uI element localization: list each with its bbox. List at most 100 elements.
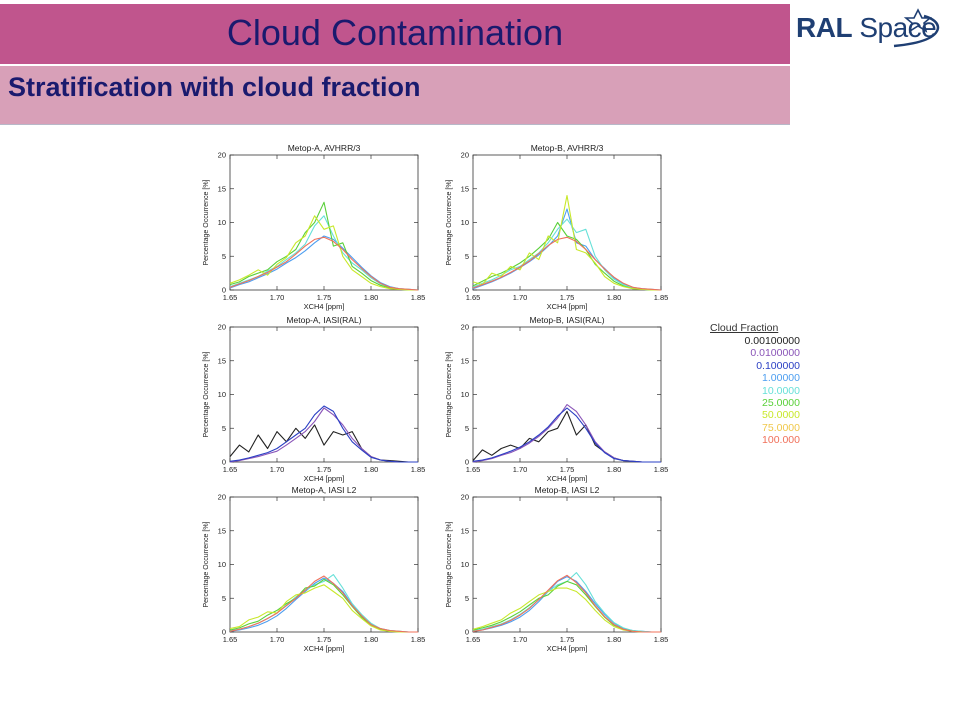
y-tick-label: 15 bbox=[461, 526, 469, 535]
x-tick-label: 1.70 bbox=[270, 635, 285, 644]
y-tick-label: 5 bbox=[465, 594, 469, 603]
chart-panel: Metop-B, IASI L2 1.65 1.70 1.75 1.80 1.85 0 5 10… bbox=[446, 485, 668, 653]
logo-name-bold: RAL bbox=[796, 12, 853, 43]
x-tick-label: 1.85 bbox=[411, 293, 426, 302]
y-tick-label: 20 bbox=[218, 493, 226, 502]
plot-frame bbox=[229, 326, 419, 463]
plot-frame bbox=[472, 326, 662, 463]
x-tick-label: 1.75 bbox=[317, 293, 332, 302]
y-tick-label: 0 bbox=[465, 458, 469, 467]
chart-panel: Metop-A, IASI(RAL) 1.65 1.70 1.75 1.80 1.85 0 5… bbox=[203, 315, 425, 483]
series-line bbox=[472, 194, 661, 291]
y-tick-label: 5 bbox=[465, 424, 469, 433]
y-axis-label: Percentage Occurrence [%] bbox=[446, 179, 453, 265]
chart-panel: Metop-A, IASI L2 1.65 1.70 1.75 1.80 1.85 0 5 10… bbox=[203, 485, 425, 653]
x-tick-label: 1.75 bbox=[560, 635, 575, 644]
legend: Cloud Fraction 0.00100000 0.0100000 0.1000… bbox=[710, 322, 800, 447]
x-tick-label: 1.65 bbox=[466, 293, 481, 302]
y-tick-label: 10 bbox=[461, 218, 469, 227]
x-tick-label: 1.80 bbox=[364, 465, 379, 474]
y-tick-label: 10 bbox=[461, 560, 469, 569]
y-axis-label: Percentage Occurrence [%] bbox=[446, 351, 453, 437]
y-tick-label: 10 bbox=[218, 218, 226, 227]
chart-panel: Metop-B, AVHRR/3 1.65 1.70 1.75 1.80 1.85 0 5 10… bbox=[446, 143, 668, 311]
x-tick-label: 1.65 bbox=[466, 465, 481, 474]
series-line bbox=[229, 584, 418, 633]
satellite-swoosh-icon bbox=[893, 8, 940, 48]
y-tick-label: 5 bbox=[222, 424, 226, 433]
legend-entry: 100.000 bbox=[762, 434, 800, 447]
x-axis-label: XCH4 [ppm] bbox=[547, 474, 588, 483]
slide-subtitle: Stratification with cloud fraction bbox=[8, 72, 421, 102]
legend-entry: 0.0100000 bbox=[750, 347, 800, 360]
x-tick-label: 1.80 bbox=[607, 635, 622, 644]
y-tick-label: 20 bbox=[461, 151, 469, 160]
x-tick-label: 1.75 bbox=[317, 465, 332, 474]
y-tick-label: 15 bbox=[218, 356, 226, 365]
y-tick-label: 5 bbox=[222, 252, 226, 261]
x-tick-label: 1.70 bbox=[513, 293, 528, 302]
y-tick-label: 0 bbox=[222, 286, 226, 295]
y-axis-label: Percentage Occurrence [%] bbox=[203, 521, 210, 607]
chart-title: Metop-B, AVHRR/3 bbox=[531, 143, 604, 153]
legend-entry: 50.0000 bbox=[762, 409, 800, 422]
chart-title: Metop-A, AVHRR/3 bbox=[288, 143, 361, 153]
x-tick-label: 1.70 bbox=[270, 465, 285, 474]
cloud-fraction-figure: Metop-A, AVHRR/3 1.65 1.70 1.75 1.80 1.85 0 5 10… bbox=[203, 143, 668, 653]
series-line bbox=[472, 236, 662, 291]
plot-frame bbox=[229, 154, 419, 291]
x-tick-label: 1.85 bbox=[654, 465, 669, 474]
series-line bbox=[229, 236, 419, 291]
x-axis-label: XCH4 [ppm] bbox=[547, 644, 588, 653]
legend-entry: 0.100000 bbox=[756, 359, 800, 372]
x-axis-label: XCH4 [ppm] bbox=[304, 644, 345, 653]
y-axis-label: Percentage Occurrence [%] bbox=[203, 179, 210, 265]
x-tick-label: 1.85 bbox=[654, 635, 669, 644]
x-tick-label: 1.75 bbox=[560, 465, 575, 474]
subtitle-bar bbox=[0, 66, 790, 125]
chart-title: Metop-B, IASI(RAL) bbox=[529, 315, 604, 325]
x-tick-label: 1.85 bbox=[654, 293, 669, 302]
plot-frame bbox=[229, 496, 419, 633]
y-tick-label: 15 bbox=[461, 356, 469, 365]
y-axis-label: Percentage Occurrence [%] bbox=[446, 521, 453, 607]
ral-space-logo: RAL Space bbox=[796, 6, 946, 50]
x-tick-label: 1.70 bbox=[513, 465, 528, 474]
y-tick-label: 0 bbox=[465, 628, 469, 637]
x-tick-label: 1.65 bbox=[223, 293, 238, 302]
plot-frame bbox=[472, 496, 662, 633]
x-tick-label: 1.70 bbox=[270, 293, 285, 302]
series-line bbox=[229, 405, 418, 463]
x-tick-label: 1.65 bbox=[223, 465, 238, 474]
y-tick-label: 20 bbox=[218, 151, 226, 160]
y-tick-label: 15 bbox=[218, 184, 226, 193]
x-axis-label: XCH4 [ppm] bbox=[547, 302, 588, 311]
series-line bbox=[229, 235, 419, 291]
x-tick-label: 1.80 bbox=[607, 465, 622, 474]
legend-title: Cloud Fraction bbox=[710, 322, 779, 334]
y-tick-label: 10 bbox=[218, 390, 226, 399]
x-tick-label: 1.80 bbox=[364, 293, 379, 302]
y-tick-label: 15 bbox=[461, 184, 469, 193]
x-tick-label: 1.80 bbox=[607, 293, 622, 302]
x-tick-label: 1.85 bbox=[411, 465, 426, 474]
y-tick-label: 0 bbox=[222, 458, 226, 467]
slide-title: Cloud Contamination bbox=[226, 12, 564, 53]
chart-panel: Metop-A, AVHRR/3 1.65 1.70 1.75 1.80 1.85 0 5 10… bbox=[203, 143, 425, 311]
y-tick-label: 15 bbox=[218, 526, 226, 535]
x-tick-label: 1.75 bbox=[560, 293, 575, 302]
plot-frame bbox=[472, 154, 662, 291]
y-tick-label: 10 bbox=[461, 390, 469, 399]
chart-panel: Metop-B, IASI(RAL) 1.65 1.70 1.75 1.80 1.85 0 5… bbox=[446, 315, 668, 483]
y-axis-label: Percentage Occurrence [%] bbox=[203, 351, 210, 437]
x-tick-label: 1.75 bbox=[317, 635, 332, 644]
title-bar bbox=[0, 4, 790, 64]
x-tick-label: 1.65 bbox=[466, 635, 481, 644]
x-tick-label: 1.85 bbox=[411, 635, 426, 644]
x-axis-label: XCH4 [ppm] bbox=[304, 474, 345, 483]
chart-title: Metop-A, IASI L2 bbox=[292, 485, 357, 495]
legend-entry: 25.0000 bbox=[762, 397, 800, 410]
series-line bbox=[472, 407, 661, 463]
y-tick-label: 5 bbox=[222, 594, 226, 603]
x-tick-label: 1.70 bbox=[513, 635, 528, 644]
